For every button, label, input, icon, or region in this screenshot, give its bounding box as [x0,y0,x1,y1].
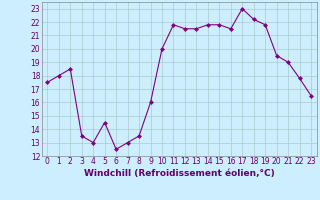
X-axis label: Windchill (Refroidissement éolien,°C): Windchill (Refroidissement éolien,°C) [84,169,275,178]
